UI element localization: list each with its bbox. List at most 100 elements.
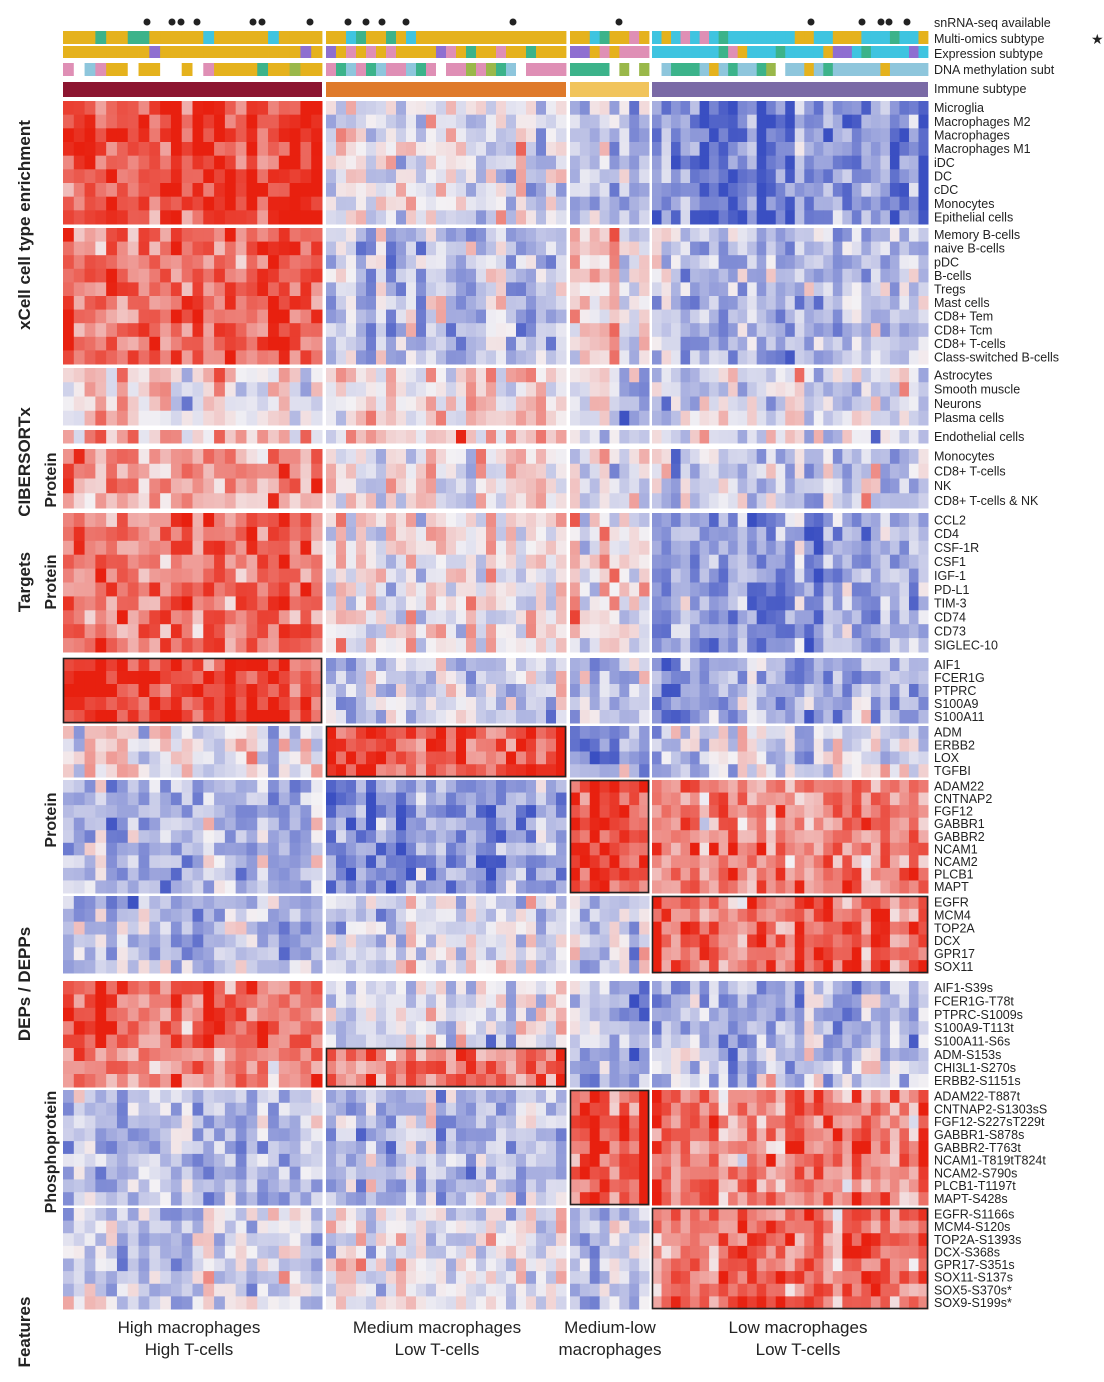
heatmap-cell [851, 142, 862, 157]
heatmap-cell [95, 697, 107, 711]
heatmap-cell [476, 449, 487, 465]
heatmap-cell [95, 624, 107, 639]
heatmap-cell [785, 478, 796, 494]
heatmap-cell [214, 430, 226, 444]
heatmap-cell [570, 596, 581, 611]
heatmap-cell [160, 792, 172, 806]
heatmap-cell [680, 671, 691, 685]
heatmap-cell [756, 792, 767, 806]
heatmap-cell [311, 805, 323, 819]
heatmap-cell [599, 684, 611, 698]
heatmap-cell [639, 430, 650, 444]
heatmap-cell [311, 638, 323, 653]
heatmap-cell [506, 554, 517, 570]
heatmap-cell [406, 142, 417, 157]
heatmap-cell [526, 268, 537, 283]
heatmap-cell [832, 114, 843, 129]
heatmap-cell [257, 764, 269, 778]
heatmap-cell [486, 493, 497, 509]
heatmap-cell [326, 430, 337, 444]
heatmap-cell [386, 114, 397, 129]
heatmap-cell [609, 368, 620, 383]
heatmap-cell [785, 449, 796, 465]
heatmap-cell [536, 228, 547, 243]
heatmap-cell [709, 671, 720, 685]
heatmap-cell [257, 513, 269, 528]
annotation-track-cell [813, 63, 824, 76]
heatmap-cell [870, 493, 881, 509]
heatmap-cell [870, 638, 881, 653]
heatmap-cell [436, 726, 447, 740]
heatmap-cell [486, 449, 497, 465]
heatmap-cell [116, 582, 129, 597]
heatmap-cell [889, 142, 900, 157]
heatmap-cell [570, 554, 581, 570]
heatmap-cell [556, 697, 567, 711]
heatmap-cell [181, 169, 193, 184]
heatmap-cell [426, 282, 437, 297]
heatmap-cell [278, 880, 291, 894]
heatmap-cell [300, 241, 312, 256]
heatmap-cell [486, 382, 497, 397]
annotation-track-cell [246, 31, 258, 44]
heatmap-cell [851, 336, 862, 351]
heatmap-cell [63, 638, 75, 653]
heatmap-cell [599, 323, 611, 338]
heatmap-cell [718, 463, 729, 479]
heatmap-cell [257, 582, 269, 597]
heatmap-cell [116, 336, 129, 351]
heatmap-cell [690, 350, 701, 365]
heatmap-cell [851, 764, 862, 778]
heatmap-cell [426, 805, 437, 819]
heatmap-cell [619, 350, 630, 365]
heatmap-cell [709, 805, 720, 819]
heatmap-cell [203, 323, 215, 338]
heatmap-cell [311, 582, 323, 597]
heatmap-cell [246, 710, 258, 724]
heatmap-cell [476, 726, 487, 740]
heatmap-cell [861, 169, 872, 184]
heatmap-cell [346, 867, 357, 881]
heatmap-cell [699, 410, 710, 426]
heatmap-cell [278, 128, 291, 143]
heatmap-cell [160, 183, 172, 198]
heatmap-cell [496, 155, 507, 170]
heatmap-cell [589, 540, 601, 556]
heatmap-cell [192, 880, 204, 894]
row-label: Neurons [934, 397, 981, 411]
heatmap-cell [356, 671, 367, 685]
annotation-track-cell [639, 63, 650, 76]
heatmap-cell [246, 255, 258, 270]
heatmap-cell [804, 114, 815, 129]
heatmap-cell [570, 684, 581, 698]
heatmap-cell [426, 114, 437, 129]
heatmap-cell [842, 282, 853, 297]
heatmap-cell [899, 697, 910, 711]
heatmap-cell [680, 780, 691, 794]
heatmap-cell [609, 296, 620, 311]
heatmap-cell [918, 568, 929, 583]
row-label: Smooth muscle [934, 383, 1020, 397]
heatmap-cell [416, 255, 427, 270]
heatmap-cell [289, 142, 301, 157]
annotation-track-cell [203, 31, 215, 44]
heatmap-cell [300, 183, 312, 198]
annotation-track-cell [235, 31, 247, 44]
heatmap-cell [326, 624, 337, 639]
heatmap-cell [214, 336, 226, 351]
heatmap-cell [889, 183, 900, 198]
annotation-track-cell [356, 63, 367, 76]
heatmap-cell [300, 350, 312, 365]
heatmap-cell [95, 309, 107, 324]
heatmap-cell [160, 382, 172, 397]
heatmap-cell [709, 568, 720, 583]
heatmap-cell [794, 513, 805, 528]
heatmap-cell [84, 410, 96, 426]
heatmap-cell [214, 671, 226, 685]
heatmap-cell [526, 526, 537, 542]
heatmap-cell [899, 624, 910, 639]
heatmap-cell [737, 210, 748, 225]
heatmap-cell [556, 880, 567, 894]
heatmap-cell [235, 350, 247, 365]
heatmap-cell [842, 449, 853, 465]
